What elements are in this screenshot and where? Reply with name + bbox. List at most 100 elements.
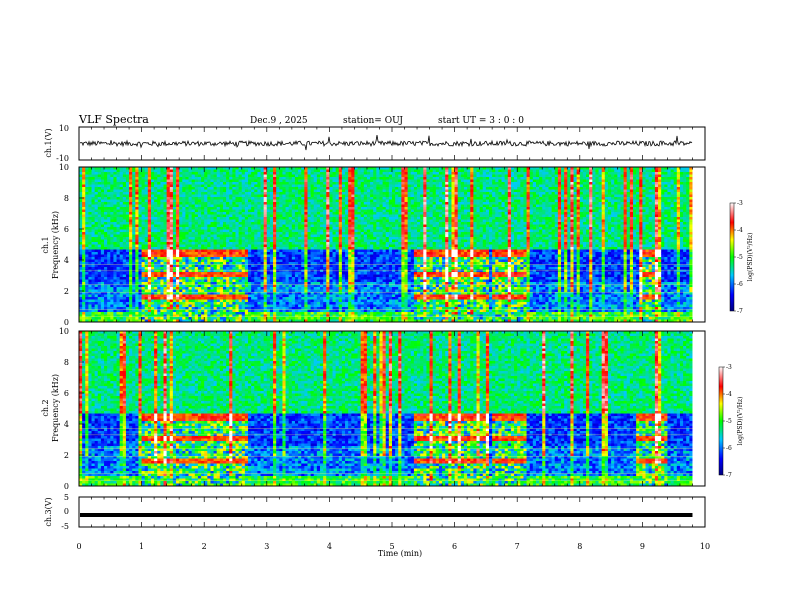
spectrogram-cell	[148, 187, 152, 190]
spectrogram-cell	[298, 172, 302, 175]
spectrogram-cell	[270, 222, 274, 225]
spectrogram-cell	[117, 300, 121, 303]
spectrogram-cell	[151, 282, 155, 285]
spectrogram-cell	[113, 237, 117, 240]
spectrogram-cell	[95, 192, 99, 195]
spectrogram-cell	[192, 302, 196, 305]
spectrogram-cell	[151, 302, 155, 305]
spectrogram-cell	[176, 302, 180, 305]
spectrogram-cell	[286, 280, 290, 283]
spectrogram-cell	[276, 257, 280, 260]
spectrogram-cell	[304, 305, 308, 308]
spectrogram-cell	[320, 175, 324, 178]
spectrogram-cell	[217, 180, 221, 183]
spectrogram-cell	[82, 192, 86, 195]
spectrogram-cell	[236, 272, 240, 275]
spectrogram-cell	[292, 212, 296, 215]
spectrogram-cell	[323, 277, 327, 280]
spectrogram-cell	[201, 305, 205, 308]
spectrogram-cell	[236, 260, 240, 263]
spectrogram-cell	[204, 185, 208, 188]
spectrogram-cell	[126, 242, 130, 245]
spectrogram-cell	[226, 205, 230, 208]
spectrogram-cell	[173, 247, 177, 250]
spectrogram-cell	[126, 200, 130, 203]
spectrogram-cell	[154, 280, 158, 283]
spectrogram-cell	[173, 282, 177, 285]
spectrogram-cell	[107, 182, 111, 185]
spectrogram-cell	[92, 277, 96, 280]
spectrogram-cell	[92, 315, 96, 318]
spectrogram-cell	[207, 295, 211, 298]
spectrogram-cell	[173, 215, 177, 218]
spectrogram-cell	[95, 207, 99, 210]
spectrogram-cell	[192, 195, 196, 198]
spectrogram-cell	[145, 177, 149, 180]
spectrogram-cell	[132, 195, 136, 198]
spectrogram-cell	[298, 252, 302, 255]
spectrogram-cell	[176, 195, 180, 198]
spectrogram-cell	[167, 215, 171, 218]
spectrogram-cell	[185, 317, 189, 320]
spectrogram-cell	[179, 250, 183, 253]
spectrogram-cell	[298, 317, 302, 320]
spectrogram-cell	[232, 222, 236, 225]
spectrogram-cell	[286, 247, 290, 250]
spectrogram-cell	[248, 232, 252, 235]
spectrogram-cell	[201, 175, 205, 178]
spectrogram-cell	[317, 205, 321, 208]
spectrogram-cell	[254, 305, 258, 308]
spectrogram-cell	[120, 272, 124, 275]
spectrogram-cell	[107, 222, 111, 225]
spectrogram-cell	[151, 210, 155, 213]
spectrogram-cell	[195, 222, 199, 225]
spectrogram-cell	[176, 260, 180, 263]
spectrogram-cell	[210, 240, 214, 243]
spectrogram-cell	[182, 257, 186, 260]
spectrogram-cell	[110, 227, 114, 230]
spectrogram-cell	[270, 317, 274, 320]
spectrogram-cell	[248, 247, 252, 250]
spectrogram-cell	[182, 225, 186, 228]
spectrogram-cell	[207, 220, 211, 223]
spectrogram-cell	[214, 202, 218, 205]
spectrogram-cell	[220, 280, 224, 283]
spectrogram-cell	[82, 302, 86, 305]
spectrogram-cell	[239, 175, 243, 178]
spectrogram-cell	[192, 242, 196, 245]
spectrogram-cell	[229, 290, 233, 293]
spectrogram-cell	[148, 280, 152, 283]
spectrogram-cell	[126, 267, 130, 270]
spectrogram-cell	[198, 235, 202, 238]
spectrogram-cell	[248, 267, 252, 270]
spectrogram-cell	[304, 247, 308, 250]
spectrogram-cell	[173, 180, 177, 183]
spectrogram-cell	[204, 250, 208, 253]
spectrogram-cell	[129, 310, 133, 313]
spectrogram-cell	[217, 175, 221, 178]
spectrogram-cell	[217, 202, 221, 205]
spectrogram-cell	[110, 232, 114, 235]
spectrogram-cell	[85, 207, 89, 210]
spectrogram-cell	[101, 175, 105, 178]
spectrogram-cell	[173, 315, 177, 318]
spectrogram-cell	[79, 272, 83, 275]
spectrogram-cell	[185, 172, 189, 175]
spectrogram-cell	[107, 232, 111, 235]
spectrogram-cell	[323, 260, 327, 263]
spectrogram-cell	[120, 177, 124, 180]
spectrogram-cell	[220, 170, 224, 173]
spectrogram-cell	[151, 275, 155, 278]
spectrogram-cell	[239, 205, 243, 208]
spectrogram-cell	[254, 272, 258, 275]
spectrogram-cell	[129, 182, 133, 185]
spectrogram-cell	[104, 312, 108, 315]
spectrogram-cell	[295, 227, 299, 230]
spectrogram-cell	[201, 245, 205, 248]
spectrogram-cell	[182, 310, 186, 313]
spectrogram-cell	[104, 277, 108, 280]
spectrogram-cell	[229, 217, 233, 220]
spectrogram-cell	[304, 177, 308, 180]
spectrogram-cell	[214, 295, 218, 298]
spectrogram-cell	[267, 300, 271, 303]
